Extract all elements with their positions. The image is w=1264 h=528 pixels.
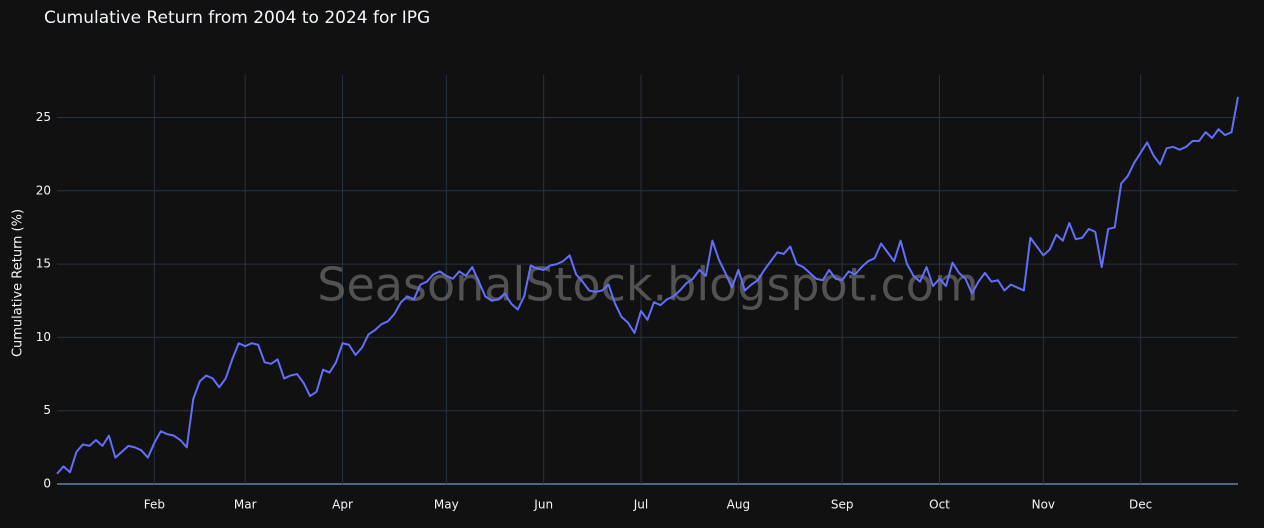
y-axis-title: Cumulative Return (%): [11, 209, 26, 357]
data-line: [56, 96, 1239, 475]
y-tick-label: 15: [36, 257, 51, 271]
x-tick-label: Dec: [1129, 498, 1152, 512]
x-tick-label: Jun: [533, 498, 553, 512]
watermark: SeasonalStock.blogspot.com: [317, 258, 978, 312]
x-tick-label: May: [434, 498, 459, 512]
y-tick-label: 25: [36, 110, 51, 124]
x-tick-label: Nov: [1032, 498, 1055, 512]
x-tick-label: Aug: [727, 498, 750, 512]
x-tick-label: Feb: [144, 498, 165, 512]
x-tick-label: Oct: [929, 498, 950, 512]
chart-title: Cumulative Return from 2004 to 2024 for …: [44, 8, 430, 28]
x-tick-label: Apr: [332, 498, 353, 512]
x-tick-label: Jul: [633, 498, 648, 512]
y-tick-label: 20: [36, 183, 51, 197]
x-tick-label: Sep: [831, 498, 854, 512]
y-tick-label: 0: [43, 477, 51, 491]
x-tick-label: Mar: [234, 498, 257, 512]
y-tick-label: 5: [43, 403, 51, 417]
y-tick-label: 10: [36, 330, 51, 344]
